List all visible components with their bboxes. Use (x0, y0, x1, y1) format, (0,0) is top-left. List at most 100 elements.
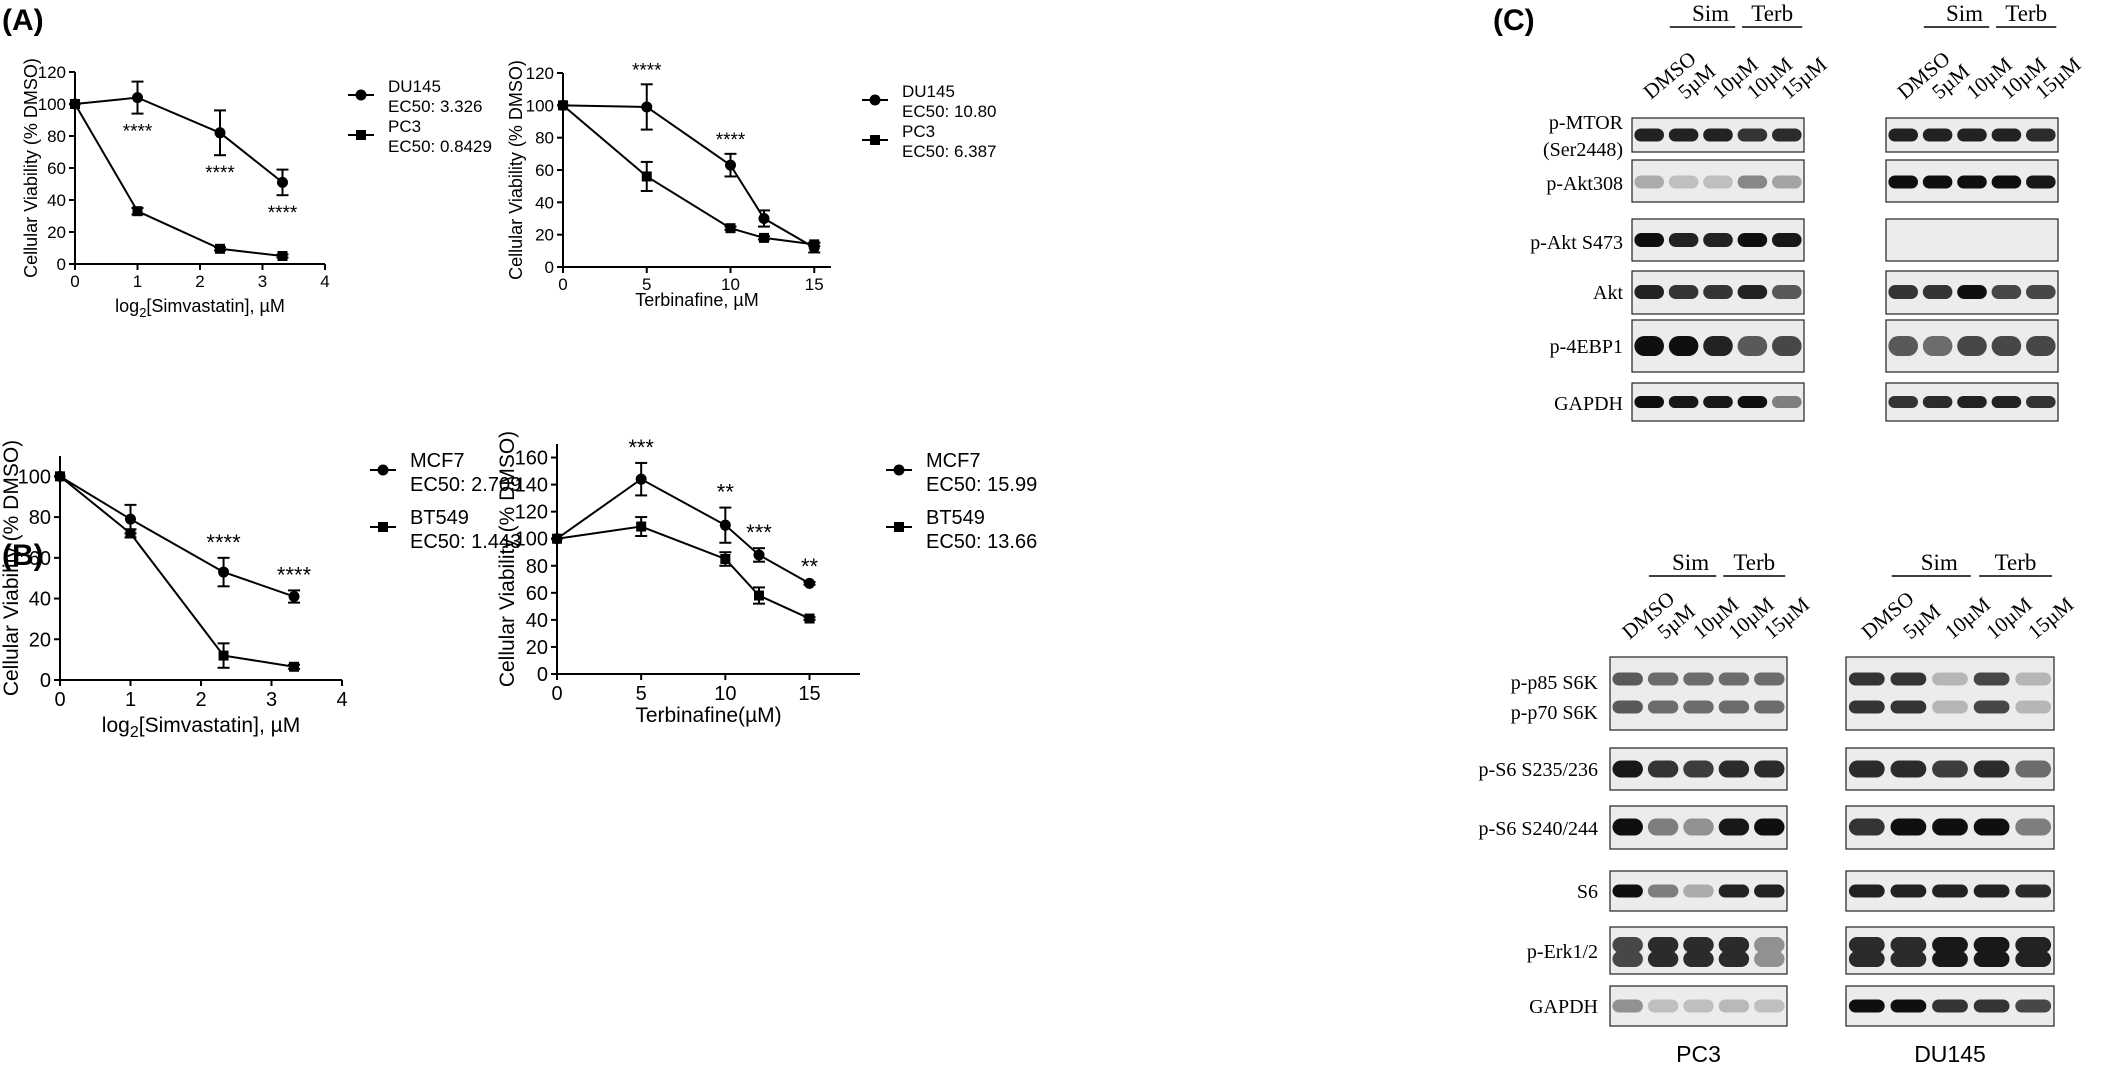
blot-band (1890, 884, 1927, 898)
x-axis-label: log2[Simvastatin], µM (115, 296, 285, 320)
blot-band (2015, 760, 2052, 778)
blot-band (1703, 175, 1733, 189)
y-tick-label: 100 (526, 96, 554, 115)
legend-label: PC3 (902, 122, 935, 141)
blot-band (1991, 128, 2022, 142)
blot-band (1957, 285, 1987, 299)
blot-band (1973, 760, 2010, 778)
blot-band (1922, 396, 1953, 408)
blot-band (2026, 175, 2056, 189)
data-point (720, 554, 731, 564)
blot-band (1888, 285, 1918, 299)
blot-band (1683, 937, 1714, 953)
blot-band (1634, 233, 1664, 247)
x-tick-label: 4 (320, 272, 329, 291)
blot-band (1683, 760, 1714, 778)
x-tick-label: 15 (805, 275, 824, 294)
legend-label: DU145 (902, 82, 955, 101)
blot-band (1668, 128, 1699, 142)
blot-band (1612, 951, 1643, 967)
blot-band (1634, 396, 1664, 408)
blot-band (1668, 396, 1699, 408)
series-mcf7 (54, 470, 301, 604)
blot-band (1848, 700, 1885, 714)
y-tick-label: 20 (29, 629, 51, 651)
blot-band (1737, 128, 1768, 142)
blot-band (1647, 999, 1679, 1013)
lane-label: 10µM (1940, 592, 1995, 644)
blot-band (2015, 951, 2052, 967)
series-line (74, 103, 283, 257)
significance-marker: **** (277, 562, 312, 587)
blot-band (1973, 672, 2010, 686)
blot-band (2026, 285, 2056, 299)
blot-band (2015, 700, 2052, 714)
row-label: GAPDH (1529, 996, 1598, 1018)
series-line (59, 475, 295, 598)
x-tick-label: 5 (642, 275, 651, 294)
y-tick-label: 40 (526, 610, 548, 632)
blot-band (1973, 700, 2010, 714)
blot-band (1922, 336, 1953, 356)
y-axis-label: Cellular Viability (% DMSO) (21, 58, 41, 278)
y-tick-label: 0 (57, 255, 66, 274)
blot-band (1848, 951, 1885, 967)
series-pc3 (70, 99, 289, 261)
blot-band (1772, 336, 1802, 356)
blot-band (1772, 175, 1802, 189)
legend-label: BT549 (926, 507, 985, 529)
x-tick-label: 3 (266, 689, 277, 711)
blot-band (1703, 336, 1733, 356)
y-tick-label: 80 (29, 507, 51, 529)
blot-band (2015, 672, 2052, 686)
x-tick-label: 1 (133, 272, 142, 291)
blot-band (1612, 818, 1643, 836)
legend-marker (378, 522, 388, 532)
blot-band (1922, 128, 1953, 142)
series-bt549 (552, 516, 816, 624)
blot-band (1754, 999, 1785, 1013)
y-tick-label: 80 (47, 127, 66, 146)
blot-band (1683, 818, 1714, 836)
y-axis-label: Cellular Viability (% DMSO) (506, 60, 526, 280)
blot-band (1683, 672, 1714, 686)
group-label-sim: Sim (1921, 550, 1958, 575)
x-tick-label: 2 (195, 272, 204, 291)
legend-marker (893, 464, 905, 476)
blot-band (1737, 233, 1768, 247)
blot-band (1973, 999, 2010, 1013)
blot-band (1612, 672, 1643, 686)
blot-band (1634, 336, 1664, 356)
cell-line-label: PC3 (1676, 1041, 1721, 1067)
blot-band (1737, 336, 1768, 356)
legend-label: MCF7 (926, 450, 980, 472)
blot-band (1737, 175, 1768, 189)
group-label-sim: Sim (1946, 1, 1983, 26)
blot-band (1754, 884, 1785, 898)
row-label: p-Akt S473 (1530, 232, 1623, 254)
blot-band (1718, 760, 1750, 778)
series-pc3 (558, 100, 821, 250)
x-tick-label: 0 (70, 272, 79, 291)
legend-ec50: EC50: 10.80 (902, 102, 997, 121)
cell-line-label: DU145 (1914, 1041, 1986, 1067)
x-tick-label: 0 (558, 275, 567, 294)
legend-label: MCF7 (410, 450, 464, 472)
blot-band (1991, 336, 2022, 356)
blot-band (1848, 884, 1885, 898)
y-tick-label: 100 (515, 529, 548, 551)
data-point (753, 549, 765, 561)
blot-band (1647, 760, 1679, 778)
significance-marker: ** (801, 554, 819, 579)
blot-band (1957, 175, 1987, 189)
x-tick-label: 0 (54, 689, 65, 711)
data-point (804, 613, 815, 624)
blot-band (1932, 999, 1968, 1013)
blot-band (1991, 285, 2022, 299)
y-tick-label: 0 (40, 670, 51, 692)
